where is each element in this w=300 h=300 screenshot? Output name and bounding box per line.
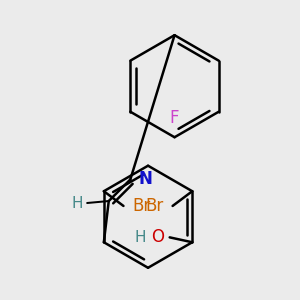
Text: H: H	[134, 230, 146, 245]
Text: H: H	[72, 196, 83, 211]
Text: Br: Br	[132, 197, 150, 215]
Text: Br: Br	[146, 197, 164, 215]
Text: F: F	[170, 110, 179, 128]
Text: O: O	[152, 228, 164, 246]
Text: N: N	[138, 170, 152, 188]
